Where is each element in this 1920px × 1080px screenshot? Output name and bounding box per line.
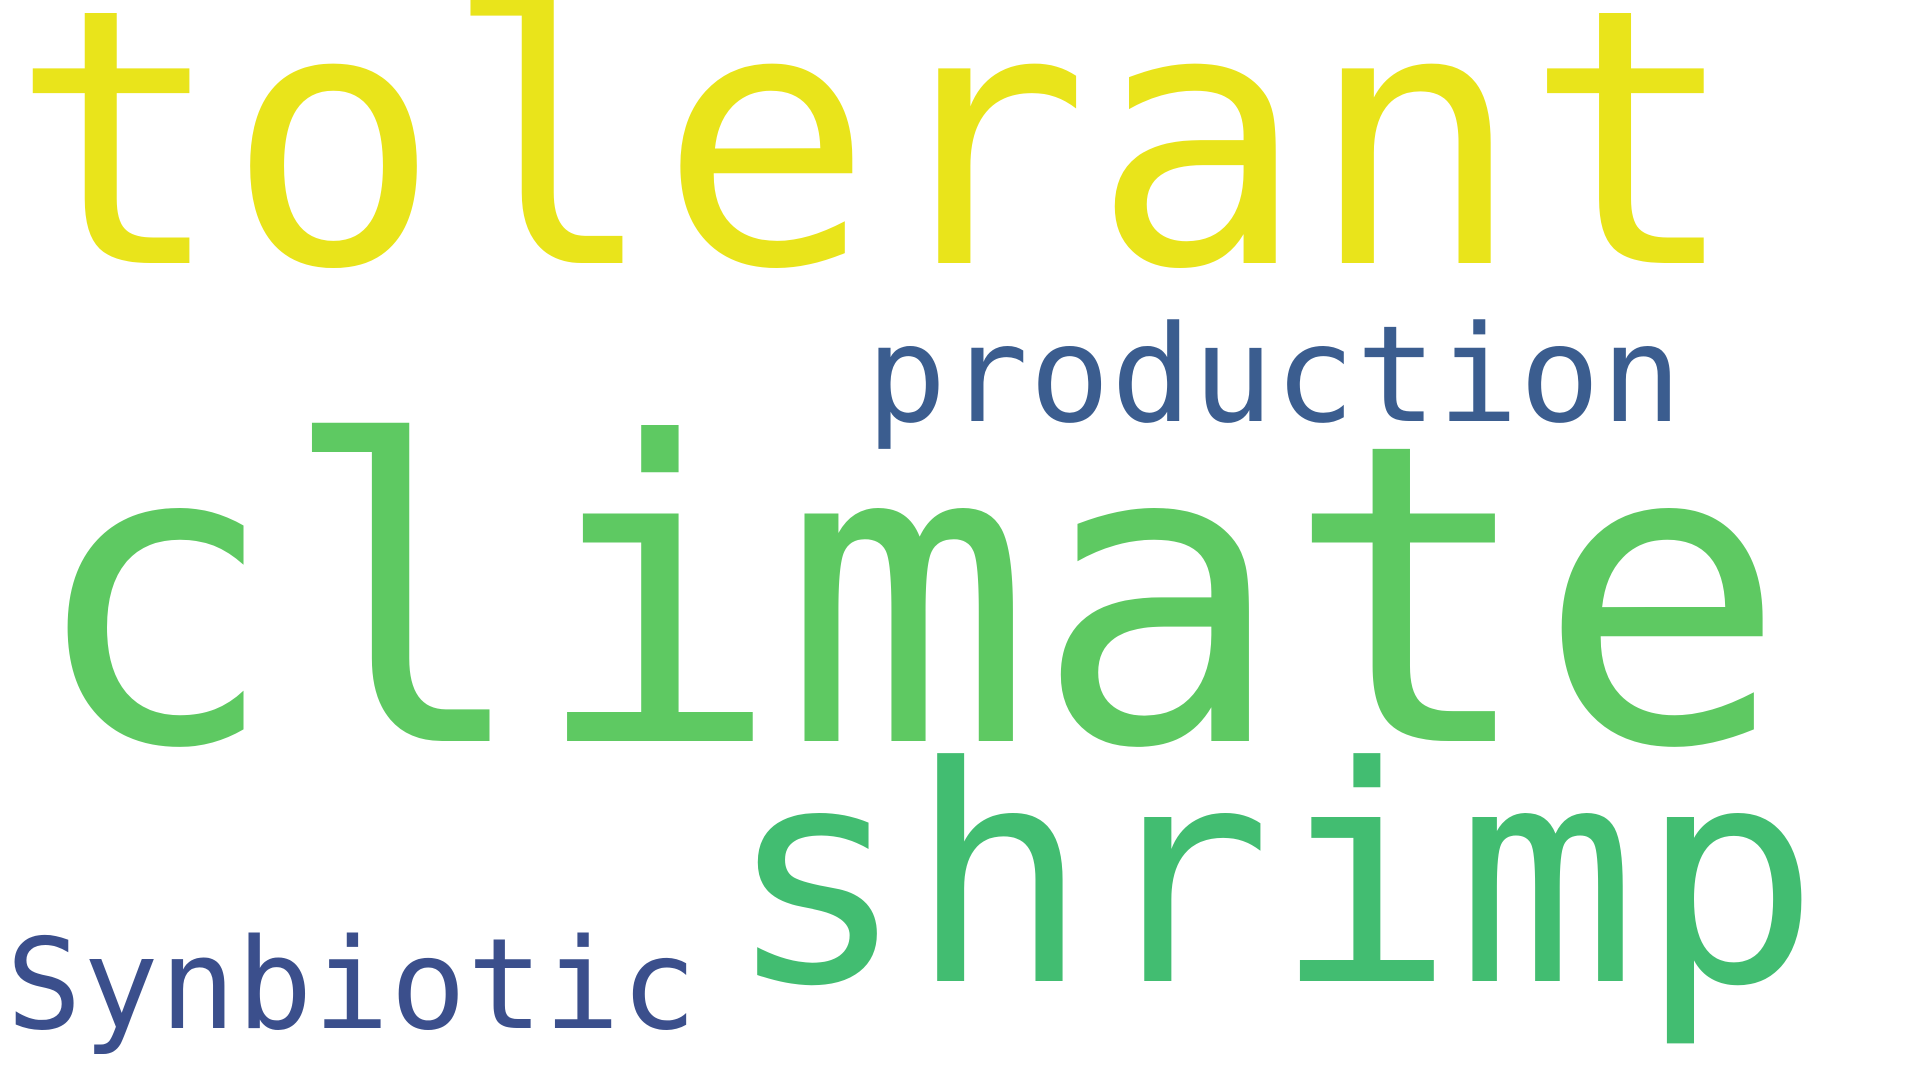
word-climate: climate [28,356,1789,840]
word-tolerant: tolerant [10,0,1741,347]
word-production: production [866,297,1683,453]
word-shrimp: shrimp [726,703,1822,1052]
word-synbiotic: Synbiotic [6,911,698,1058]
